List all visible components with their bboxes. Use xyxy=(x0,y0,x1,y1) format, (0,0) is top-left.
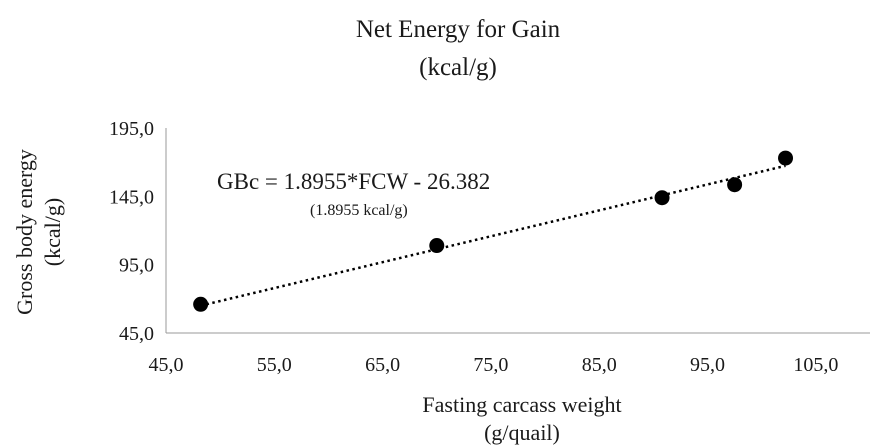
data-point xyxy=(429,238,445,254)
x-tick-label: 105,0 xyxy=(793,354,838,376)
data-point xyxy=(654,190,670,206)
x-tick-label: 75,0 xyxy=(473,354,508,376)
data-points xyxy=(193,150,794,312)
y-axis-label-line1: Gross body energy xyxy=(12,149,37,315)
x-axis-label-line1: Fasting carcass weight xyxy=(422,392,621,417)
y-tick-label: 95,0 xyxy=(119,255,154,277)
data-point xyxy=(778,150,794,166)
equation-annotation: GBc = 1.8955*FCW - 26.382 xyxy=(217,169,490,194)
y-axis-label-line2: (kcal/g) xyxy=(40,198,65,266)
chart-title-line2: (kcal/g) xyxy=(419,54,497,81)
x-tick-label: 55,0 xyxy=(257,354,292,376)
y-tick-label: 45,0 xyxy=(119,323,154,345)
data-point xyxy=(193,296,209,312)
x-tick-labels: 45,0 55,0 65,0 75,0 85,0 95,0 105,0 xyxy=(149,354,839,376)
slope-annotation: (1.8955 kcal/g) xyxy=(310,202,408,219)
x-tick-label: 95,0 xyxy=(690,354,725,376)
x-tick-label: 85,0 xyxy=(582,354,617,376)
y-tick-label: 195,0 xyxy=(109,118,154,140)
y-tick-label: 145,0 xyxy=(109,186,154,208)
chart-title-line1: Net Energy for Gain xyxy=(356,16,561,43)
x-tick-label: 65,0 xyxy=(365,354,400,376)
y-tick-labels: 45,0 95,0 145,0 195,0 xyxy=(109,118,154,345)
data-point xyxy=(727,177,743,193)
x-tick-label: 45,0 xyxy=(149,354,184,376)
x-axis-label-line2: (g/quail) xyxy=(484,420,560,445)
trendline xyxy=(200,164,786,307)
